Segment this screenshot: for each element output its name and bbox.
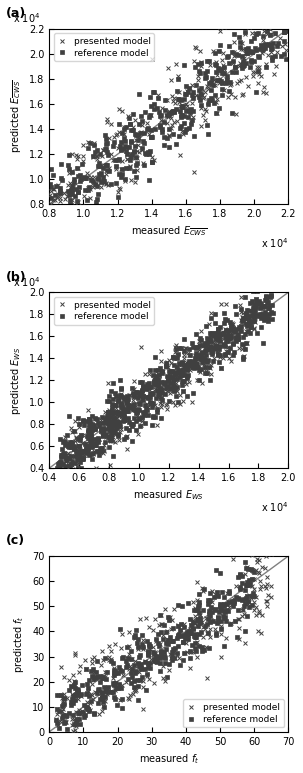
reference model	[194, 605, 198, 615]
presented model	[271, 19, 275, 28]
presented model	[107, 435, 111, 444]
reference model	[214, 329, 217, 338]
presented model	[218, 352, 221, 362]
Line: reference model: reference model	[55, 271, 275, 488]
reference model	[255, 298, 258, 308]
reference model	[264, 295, 267, 304]
presented model	[201, 586, 205, 595]
presented model	[93, 414, 96, 424]
reference model	[214, 108, 218, 117]
presented model	[127, 390, 131, 400]
reference model	[243, 557, 247, 567]
reference model	[202, 341, 205, 350]
presented model	[105, 433, 108, 442]
presented model	[251, 307, 255, 316]
Y-axis label: predicted $f_t$: predicted $f_t$	[12, 615, 26, 673]
Text: x 10$^4$: x 10$^4$	[13, 275, 41, 289]
reference model	[66, 481, 70, 490]
reference model	[159, 649, 162, 658]
presented model	[251, 574, 254, 584]
X-axis label: measured $f_t$: measured $f_t$	[138, 752, 199, 766]
presented model	[109, 119, 113, 128]
Text: (a): (a)	[6, 7, 26, 20]
Line: presented model: presented model	[54, 541, 273, 757]
presented model	[74, 750, 77, 759]
reference model	[277, 39, 280, 48]
reference model	[154, 635, 158, 644]
reference model	[256, 28, 260, 37]
Text: x 10$^4$: x 10$^4$	[261, 236, 288, 250]
presented model	[137, 133, 141, 142]
reference model	[142, 382, 145, 391]
Y-axis label: predicted $E_{\overline{CWS}}$: predicted $E_{\overline{CWS}}$	[9, 80, 23, 153]
Y-axis label: predicted $E_{WS}$: predicted $E_{WS}$	[9, 346, 23, 414]
Legend: presented model, reference model: presented model, reference model	[54, 33, 154, 61]
presented model	[163, 604, 167, 614]
presented model	[239, 292, 243, 301]
Line: reference model: reference model	[54, 560, 256, 751]
reference model	[222, 69, 226, 78]
reference model	[214, 67, 218, 77]
reference model	[171, 130, 175, 139]
presented model	[262, 539, 266, 548]
reference model	[274, 2, 278, 11]
presented model	[201, 632, 205, 642]
reference model	[147, 650, 150, 659]
Text: (b): (b)	[6, 271, 27, 284]
Text: (c): (c)	[6, 534, 25, 547]
reference model	[250, 19, 253, 28]
reference model	[69, 744, 73, 754]
reference model	[173, 644, 177, 653]
reference model	[188, 627, 191, 636]
presented model	[162, 662, 165, 671]
presented model	[66, 459, 70, 468]
presented model	[88, 185, 92, 194]
Line: presented model: presented model	[63, 295, 259, 479]
presented model	[72, 473, 76, 482]
Line: presented model: presented model	[48, 0, 288, 237]
presented model	[266, 50, 269, 60]
reference model	[55, 232, 58, 241]
reference model	[118, 390, 122, 400]
Text: x 10$^4$: x 10$^4$	[13, 12, 41, 26]
X-axis label: measured $E_{WS}$: measured $E_{WS}$	[133, 489, 204, 502]
presented model	[194, 604, 197, 613]
presented model	[68, 223, 72, 232]
presented model	[61, 711, 64, 720]
presented model	[210, 586, 214, 595]
reference model	[254, 268, 258, 278]
reference model	[218, 40, 222, 49]
reference model	[250, 601, 254, 610]
presented model	[50, 230, 53, 239]
Legend: presented model, reference model: presented model, reference model	[54, 297, 154, 325]
Text: x 10$^4$: x 10$^4$	[261, 500, 288, 513]
presented model	[80, 202, 84, 211]
reference model	[182, 346, 186, 356]
X-axis label: measured $E_{\overline{CWS}}$: measured $E_{\overline{CWS}}$	[131, 225, 207, 238]
presented model	[80, 438, 84, 448]
reference model	[162, 652, 166, 661]
Legend: presented model, reference model: presented model, reference model	[183, 700, 284, 727]
presented model	[275, 48, 278, 57]
Line: reference model: reference model	[48, 5, 289, 238]
